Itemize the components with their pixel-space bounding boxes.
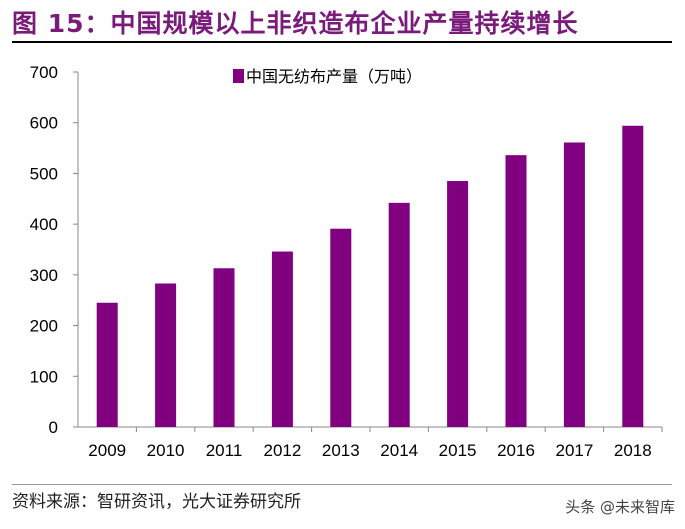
- y-tick-label: 400: [30, 215, 58, 234]
- x-tick-label: 2009: [88, 441, 126, 460]
- bar-2014: [388, 202, 410, 427]
- bar-2017: [563, 142, 585, 427]
- x-tick-label: 2011: [206, 441, 243, 460]
- y-tick-label: 0: [49, 418, 58, 437]
- x-tick-label: 2012: [263, 441, 301, 460]
- x-tick-label: 2014: [380, 441, 418, 460]
- x-tick-label: 2016: [497, 441, 535, 460]
- y-tick-label: 200: [30, 317, 58, 336]
- legend-swatch: [233, 69, 244, 83]
- y-tick-label: 500: [30, 164, 58, 183]
- bar-2016: [505, 155, 527, 427]
- x-tick-label: 2017: [555, 441, 593, 460]
- bar-2018: [622, 125, 644, 427]
- source-divider: [12, 484, 672, 485]
- source-note: 资料来源：智研资讯，光大证券研究所: [12, 492, 301, 512]
- x-tick-label: 2010: [147, 441, 185, 460]
- legend-label: 中国无纺布产量（万吨）: [246, 67, 422, 86]
- title-divider: [12, 41, 672, 43]
- x-tick-label: 2018: [614, 441, 652, 460]
- bar-2009: [96, 302, 118, 427]
- figure-title: 图 15：中国规模以上非织造布企业产量持续增长: [12, 9, 579, 38]
- y-tick-label: 300: [30, 266, 58, 285]
- bar-2011: [213, 268, 235, 427]
- y-tick-label: 700: [30, 63, 58, 82]
- y-tick-label: 100: [30, 367, 58, 386]
- watermark: 头条 @未来智库: [565, 498, 675, 516]
- x-tick-label: 2015: [439, 441, 477, 460]
- y-tick-label: 600: [30, 114, 58, 133]
- bar-2010: [155, 283, 177, 427]
- bar-2015: [447, 181, 469, 427]
- bar-chart: 0 100 200 300 400 500 600 700 2009 2010 2011 2012 20…: [30, 63, 663, 460]
- x-tick-label: 2013: [322, 441, 360, 460]
- bar-2013: [330, 228, 352, 427]
- bar-2012: [271, 251, 293, 427]
